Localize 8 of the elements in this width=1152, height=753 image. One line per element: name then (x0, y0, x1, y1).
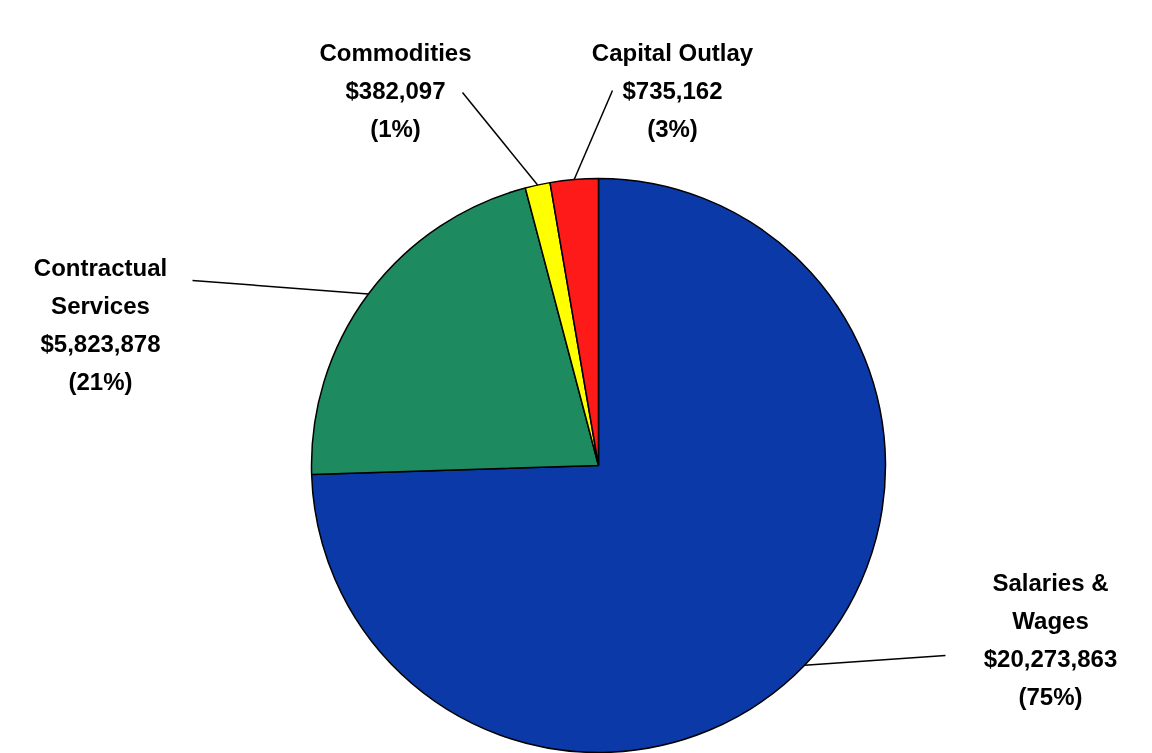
slice-label: Commodities (319, 39, 472, 66)
data-label: $735,162 (3%) (622, 77, 723, 142)
data-label: $382,097 (1%) (345, 77, 446, 142)
data-label: $20,273,863 (75%) (983, 645, 1118, 710)
slice-label: Salaries & Wages (992, 569, 1109, 634)
slice-label: Capital Outlay (591, 39, 754, 66)
slice-label: Contractual Services (33, 254, 168, 319)
data-label: $5,823,878 (21%) (40, 330, 161, 395)
